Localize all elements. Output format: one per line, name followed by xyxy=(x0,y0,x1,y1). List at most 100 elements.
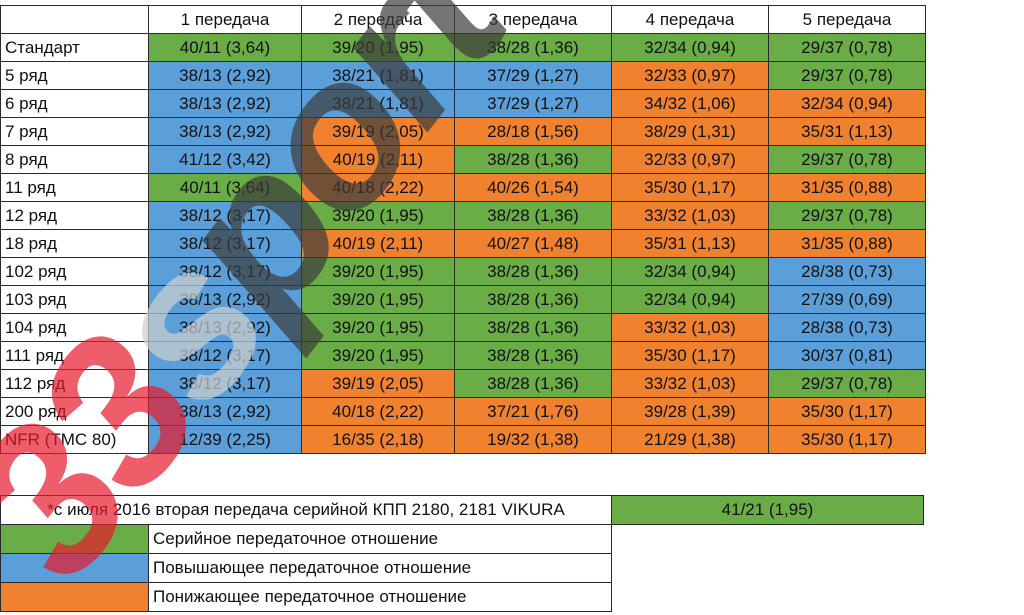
ratio-cell-gear-2: 39/20 (1,95) xyxy=(301,201,455,230)
row-label: 11 ряд xyxy=(0,173,149,202)
ratio-cell-gear-3: 38/28 (1,36) xyxy=(454,257,612,286)
row-label: 112 ряд xyxy=(0,369,149,398)
ratio-cell-gear-3: 38/28 (1,36) xyxy=(454,145,612,174)
header-corner xyxy=(0,5,149,34)
row-label: Стандарт xyxy=(0,33,149,62)
ratio-cell-gear-4: 33/32 (1,03) xyxy=(611,201,769,230)
ratio-cell-gear-2: 39/20 (1,95) xyxy=(301,285,455,314)
table-row: 102 ряд 38/12 (3,17) 39/20 (1,95) 38/28 (1,… xyxy=(0,257,926,286)
row-label: 200 ряд xyxy=(0,397,149,426)
ratio-cell-gear-3: 38/28 (1,36) xyxy=(454,313,612,342)
ratio-cell-gear-1: 38/12 (3,17) xyxy=(148,229,302,258)
ratio-cell-gear-1: 41/12 (3,42) xyxy=(148,145,302,174)
ratio-cell-gear-5: 35/30 (1,17) xyxy=(768,397,926,426)
ratio-cell-gear-3: 38/28 (1,36) xyxy=(454,369,612,398)
ratio-cell-gear-1: 38/12 (3,17) xyxy=(148,369,302,398)
ratio-cell-gear-1: 38/12 (3,17) xyxy=(148,257,302,286)
ratio-cell-gear-5: 32/34 (0,94) xyxy=(768,89,926,118)
table-row: 104 ряд 38/13 (2,92) 39/20 (1,95) 38/28 (1,… xyxy=(0,313,926,342)
legend-label-serial: Серийное передаточное отношение xyxy=(148,524,612,554)
ratio-cell-gear-4: 38/29 (1,31) xyxy=(611,117,769,146)
ratio-cell-gear-4: 32/34 (0,94) xyxy=(611,257,769,286)
table-row: 200 ряд 38/13 (2,92) 40/18 (2,22) 37/21 (1,… xyxy=(0,397,926,426)
ratio-cell-gear-2: 39/19 (2,05) xyxy=(301,369,455,398)
table-row: 12 ряд 38/12 (3,17) 39/20 (1,95) 38/28 (1,3… xyxy=(0,201,926,230)
ratio-cell-gear-4: 21/29 (1,38) xyxy=(611,425,769,454)
footnote-row: *с июля 2016 вторая передача серийной КП… xyxy=(0,495,924,525)
ratio-cell-gear-5: 28/38 (0,73) xyxy=(768,313,926,342)
ratio-cell-gear-5: 29/37 (0,78) xyxy=(768,201,926,230)
ratio-cell-gear-3: 38/28 (1,36) xyxy=(454,201,612,230)
row-label: 6 ряд xyxy=(0,89,149,118)
legend-swatch-green xyxy=(0,524,149,554)
ratio-cell-gear-3: 19/32 (1,38) xyxy=(454,425,612,454)
ratio-cell-gear-2: 40/19 (2,11) xyxy=(301,229,455,258)
row-label: 102 ряд xyxy=(0,257,149,286)
header-gear-3: 3 передача xyxy=(454,5,612,34)
legend-label-increasing: Повышающее передаточное отношение xyxy=(148,553,612,583)
legend-row: Серийное передаточное отношение xyxy=(0,524,612,554)
ratio-cell-gear-1: 38/13 (2,92) xyxy=(148,89,302,118)
ratio-cell-gear-4: 32/33 (0,97) xyxy=(611,61,769,90)
legend-swatch-blue xyxy=(0,553,149,583)
row-label: 7 ряд xyxy=(0,117,149,146)
table-body: Стандарт 40/11 (3,64) 39/20 (1,95) 38/28 (1… xyxy=(0,33,926,454)
ratio-cell-gear-3: 28/18 (1,56) xyxy=(454,117,612,146)
ratio-cell-gear-3: 37/21 (1,76) xyxy=(454,397,612,426)
ratio-cell-gear-4: 33/32 (1,03) xyxy=(611,313,769,342)
ratio-cell-gear-4: 35/31 (1,13) xyxy=(611,229,769,258)
ratio-cell-gear-5: 30/37 (0,81) xyxy=(768,341,926,370)
row-label: 104 ряд xyxy=(0,313,149,342)
ratio-cell-gear-2: 38/21 (1,81) xyxy=(301,89,455,118)
ratio-cell-gear-1: 38/13 (2,92) xyxy=(148,285,302,314)
row-label: NFR (TMC 80) xyxy=(0,425,149,454)
ratio-cell-gear-2: 40/18 (2,22) xyxy=(301,173,455,202)
ratio-cell-gear-3: 38/28 (1,36) xyxy=(454,33,612,62)
ratio-cell-gear-2: 39/20 (1,95) xyxy=(301,33,455,62)
ratio-cell-gear-4: 39/28 (1,39) xyxy=(611,397,769,426)
table-row: 103 ряд 38/13 (2,92) 39/20 (1,95) 38/28 (1,… xyxy=(0,285,926,314)
ratio-cell-gear-5: 27/39 (0,69) xyxy=(768,285,926,314)
row-label: 12 ряд xyxy=(0,201,149,230)
ratio-cell-gear-2: 39/19 (2,05) xyxy=(301,117,455,146)
ratio-cell-gear-2: 38/21 (1,81) xyxy=(301,61,455,90)
ratio-cell-gear-5: 29/37 (0,78) xyxy=(768,61,926,90)
header-gear-2: 2 передача xyxy=(301,5,455,34)
table-row: NFR (TMC 80) 12/39 (2,25) 16/35 (2,18) 19/3… xyxy=(0,425,926,454)
ratio-cell-gear-4: 34/32 (1,06) xyxy=(611,89,769,118)
ratio-cell-gear-3: 37/29 (1,27) xyxy=(454,61,612,90)
legend-label-reducing: Понижающее передаточное отношение xyxy=(148,582,612,612)
ratio-cell-gear-2: 39/20 (1,95) xyxy=(301,257,455,286)
ratio-cell-gear-1: 38/13 (2,92) xyxy=(148,117,302,146)
ratio-cell-gear-1: 40/11 (3,64) xyxy=(148,33,302,62)
row-label: 18 ряд xyxy=(0,229,149,258)
ratio-cell-gear-3: 37/29 (1,27) xyxy=(454,89,612,118)
ratio-cell-gear-1: 38/13 (2,92) xyxy=(148,397,302,426)
ratio-cell-gear-4: 32/34 (0,94) xyxy=(611,285,769,314)
row-label: 5 ряд xyxy=(0,61,149,90)
ratio-cell-gear-1: 38/13 (2,92) xyxy=(148,313,302,342)
legend-swatch-orange xyxy=(0,582,149,612)
table-row: 8 ряд 41/12 (3,42) 40/19 (2,11) 38/28 (1,36… xyxy=(0,145,926,174)
ratio-cell-gear-1: 40/11 (3,64) xyxy=(148,173,302,202)
ratio-cell-gear-2: 40/18 (2,22) xyxy=(301,397,455,426)
ratio-cell-gear-5: 29/37 (0,78) xyxy=(768,145,926,174)
ratio-cell-gear-3: 38/28 (1,36) xyxy=(454,285,612,314)
footnote-value: 41/21 (1,95) xyxy=(611,495,924,525)
row-label: 111 ряд xyxy=(0,341,149,370)
ratio-cell-gear-2: 39/20 (1,95) xyxy=(301,341,455,370)
table-row: 11 ряд 40/11 (3,64) 40/18 (2,22) 40/26 (1,5… xyxy=(0,173,926,202)
ratio-cell-gear-1: 38/12 (3,17) xyxy=(148,201,302,230)
ratio-cell-gear-5: 35/30 (1,17) xyxy=(768,425,926,454)
header-gear-4: 4 передача xyxy=(611,5,769,34)
legend-row: Повышающее передаточное отношение xyxy=(0,553,612,583)
header-gear-5: 5 передача xyxy=(768,5,926,34)
ratio-cell-gear-3: 40/26 (1,54) xyxy=(454,173,612,202)
ratio-cell-gear-4: 33/32 (1,03) xyxy=(611,369,769,398)
ratio-cell-gear-4: 35/30 (1,17) xyxy=(611,173,769,202)
table-row: 7 ряд 38/13 (2,92) 39/19 (2,05) 28/18 (1,56… xyxy=(0,117,926,146)
table-row: 111 ряд 38/12 (3,17) 39/20 (1,95) 38/28 (1,… xyxy=(0,341,926,370)
ratio-cell-gear-3: 38/28 (1,36) xyxy=(454,341,612,370)
row-label: 103 ряд xyxy=(0,285,149,314)
ratio-cell-gear-1: 38/13 (2,92) xyxy=(148,61,302,90)
